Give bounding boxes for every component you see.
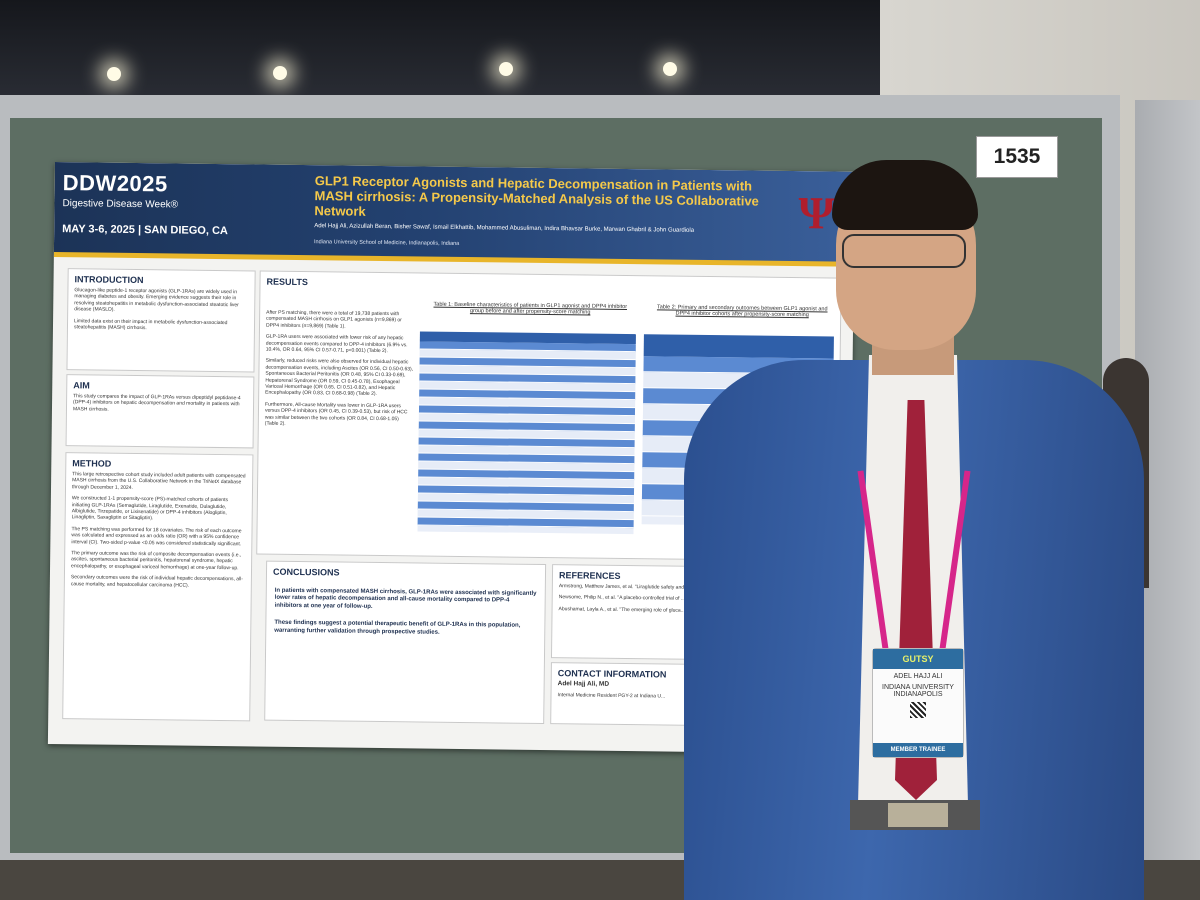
ceiling-light	[663, 62, 677, 76]
introduction-panel: INTRODUCTION Glucagon-like peptide-1 rec…	[66, 268, 256, 373]
conclusions-text: In patients with compensated MASH cirrho…	[266, 588, 545, 638]
method-text: This large retrospective cohort study in…	[65, 471, 252, 589]
aim-panel: AIM This study compares the impact of GL…	[65, 374, 255, 449]
introduction-text: Glucagon-like peptide-1 receptor agonist…	[68, 287, 255, 333]
board-number: 1535	[976, 136, 1058, 178]
person-hair	[832, 160, 978, 230]
method-bullet: This large retrospective cohort study in…	[71, 471, 246, 491]
ceiling-light	[107, 67, 121, 81]
poster-affiliation: Indiana University School of Medicine, I…	[314, 239, 460, 247]
method-bullet: Secondary outcomes were the risk of indi…	[70, 574, 243, 589]
introduction-p2: Limited data exist on their impact in me…	[73, 317, 228, 332]
method-bullet: We constructed 1-1 propensity-score (PS)…	[71, 495, 229, 522]
results-p4: Furthermore, All-cause Mortality was low…	[264, 401, 408, 427]
conclusions-title: CONCLUSIONS	[272, 566, 340, 578]
table-1	[417, 331, 636, 535]
date-location: MAY 3-6, 2025 | SAN DIEGO, CA	[62, 223, 228, 238]
method-title: METHOD	[72, 458, 112, 469]
qr-code-icon	[910, 702, 926, 718]
introduction-title: INTRODUCTION	[74, 274, 144, 286]
aim-text: This study compares the impact of GLP-1R…	[72, 393, 241, 413]
ceiling-light	[273, 66, 287, 80]
results-p3: Similarly, reduced risks were also obser…	[265, 358, 414, 398]
belt-buckle	[888, 803, 948, 827]
table-header	[643, 334, 834, 359]
conclusions-p1: In patients with compensated MASH cirrho…	[274, 587, 537, 610]
table1-title: Table 1: Baseline characteristics of pat…	[433, 301, 628, 316]
poster-authors: Adel Hajj Ali, Azizullah Beran, Bisher S…	[314, 223, 695, 234]
ddw-logo: DDW2025 Digestive Disease Week® MAY 3-6,…	[62, 170, 245, 250]
badge-footer: MEMBER TRAINEE	[873, 743, 963, 757]
badge-name: ADEL HAJJ ALI	[893, 673, 943, 680]
introduction-p1: Glucagon-like peptide-1 receptor agonist…	[74, 287, 239, 313]
results-text: After PS matching, there were a total of…	[259, 310, 420, 429]
results-p1: After PS matching, there were a total of…	[265, 309, 402, 330]
badge-org: INDIANA UNIVERSITY INDIANAPOLIS	[882, 684, 954, 698]
logo-title: DDW2025	[62, 170, 168, 197]
conclusions-p2: These findings suggest a potential thera…	[274, 619, 521, 636]
glasses	[842, 234, 966, 268]
aim-title: AIM	[73, 380, 90, 391]
method-bullet: The PS matching was performed for 18 cov…	[71, 526, 242, 547]
poster-title: GLP1 Receptor Agonists and Hepatic Decom…	[314, 173, 759, 219]
name-badge: GUTSY ADEL HAJJ ALI INDIANA UNIVERSITY I…	[872, 648, 964, 758]
results-title: RESULTS	[266, 276, 308, 288]
poster-header: DDW2025 Digestive Disease Week® MAY 3-6,…	[53, 162, 855, 265]
method-bullet: The primary outcome was the risk of comp…	[71, 550, 242, 572]
ceiling-light	[499, 62, 513, 76]
table-row	[417, 517, 634, 529]
badge-header: GUTSY	[873, 649, 963, 669]
conclusions-panel: CONCLUSIONS In patients with compensated…	[264, 560, 547, 725]
table2-title: Table 2: Primary and secondary outcomes …	[656, 304, 828, 319]
method-panel: METHOD This large retrospective cohort s…	[62, 452, 254, 722]
logo-subtitle: Digestive Disease Week®	[62, 198, 179, 211]
results-p2: GLP-1RA users were associated with lower…	[265, 333, 408, 355]
